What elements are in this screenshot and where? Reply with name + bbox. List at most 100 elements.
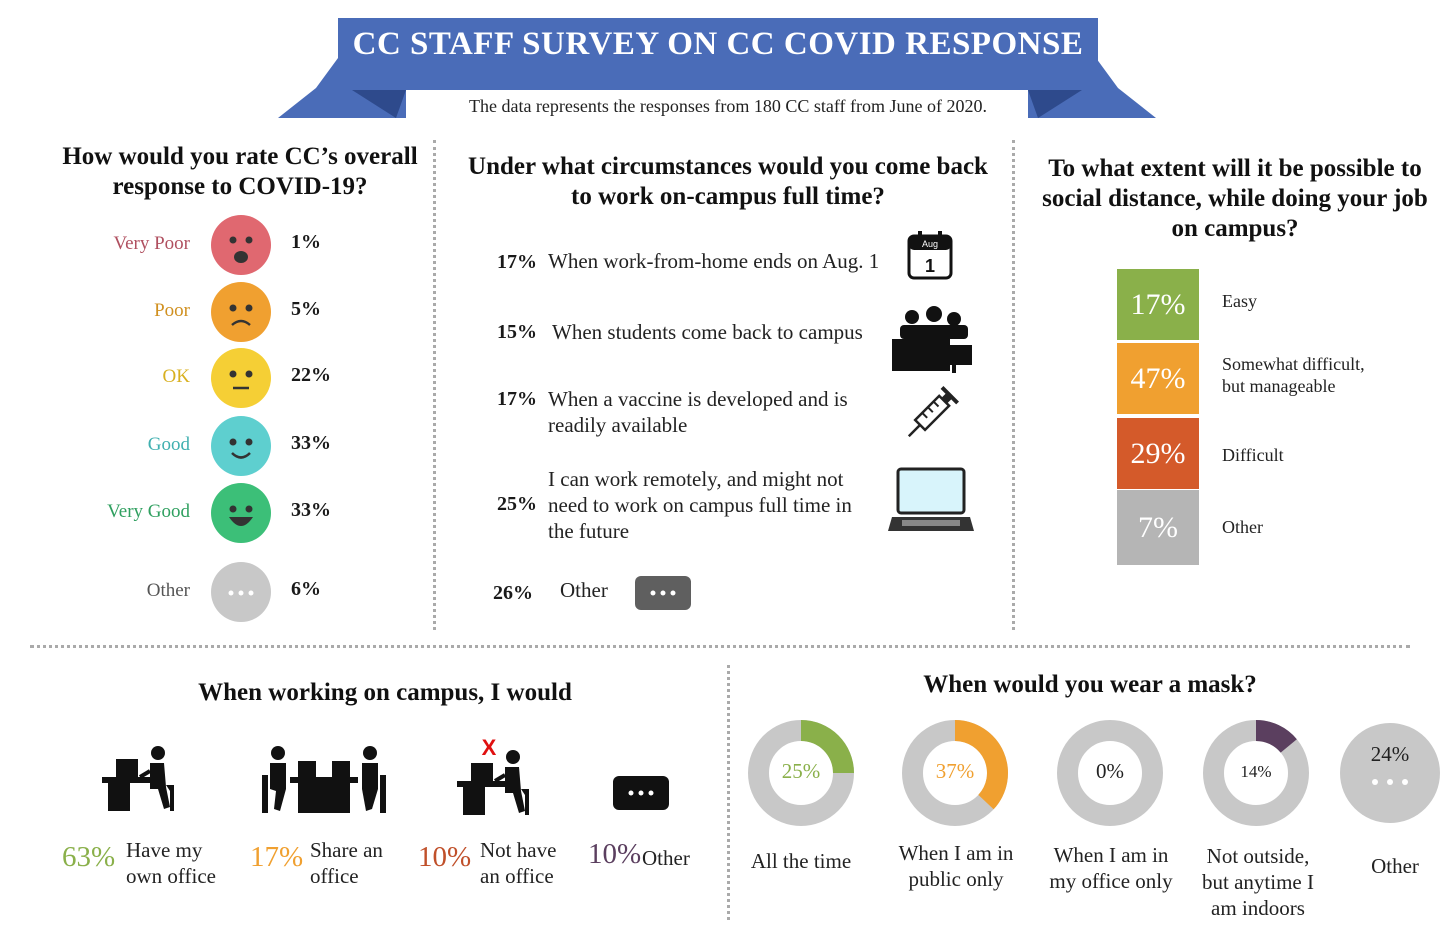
divider: [30, 645, 1410, 648]
mask-percent: 37%: [935, 759, 975, 783]
circumstance-percent: 17%: [497, 388, 537, 410]
mask-label-line: When I am in: [1053, 843, 1169, 867]
mask-label-line: am indoors: [1211, 896, 1305, 920]
divider: [433, 140, 436, 630]
office-percent: 17%: [250, 841, 304, 873]
mask-percent: 25%: [781, 759, 821, 783]
office-label: Not have an office: [480, 837, 590, 889]
mask-percent: 14%: [1240, 762, 1272, 781]
mask-question: When would you wear a mask?: [923, 671, 1257, 698]
distance-bar: 7%: [1117, 490, 1199, 565]
rating-percent: 33%: [291, 432, 331, 454]
distance-question: To what extent will it be possible to so…: [1042, 155, 1428, 242]
rating-percent: 1%: [291, 231, 321, 253]
circumstance-label: When students come back to campus: [552, 319, 892, 345]
circumstance-line: the future: [548, 519, 630, 543]
mask-label-line: my office only: [1049, 869, 1173, 893]
mask-label-line: Not outside,: [1206, 844, 1310, 868]
no-office-icon: X: [455, 735, 533, 817]
grin-face-icon: [211, 483, 273, 545]
distance-label: Somewhat difficult, but manageable: [1222, 353, 1422, 397]
circumstance-label: Other: [560, 577, 640, 603]
office-label-line: an office: [480, 864, 554, 888]
distance-bar: 29%: [1117, 418, 1199, 489]
svg-text:X: X: [482, 735, 497, 760]
rating-label: OK: [162, 366, 190, 387]
mask-percent: 0%: [1096, 759, 1124, 783]
rating-percent: 5%: [291, 298, 321, 320]
mask-other-circle: [1339, 722, 1441, 824]
shared-desk-icon: [262, 745, 386, 815]
circumstance-percent: 26%: [493, 582, 533, 604]
distance-label-line: Easy: [1222, 291, 1257, 311]
divider: [1012, 140, 1015, 630]
office-question: When working on campus, I would: [198, 679, 572, 706]
sad-face-icon: [211, 282, 273, 344]
distance-label-line: Other: [1222, 517, 1263, 537]
classroom-icon: [890, 305, 976, 373]
circumstance-line: I can work remotely, and might not: [548, 467, 844, 491]
svg-text:Aug: Aug: [922, 239, 938, 249]
mask-donut: [1196, 713, 1316, 833]
distance-label: Other: [1222, 516, 1422, 538]
circumstance-line: When students come back to campus: [552, 320, 863, 344]
page-title: CC STAFF SURVEY ON CC COVID RESPONSE: [352, 26, 1084, 62]
mask-label: When I am in public only: [866, 840, 1046, 892]
smile-face-icon: [211, 416, 273, 478]
ellipsis-icon: [634, 575, 692, 611]
divider: [727, 665, 730, 920]
mask-label-line: When I am in: [898, 841, 1014, 865]
banner-band: [338, 18, 1098, 90]
office-label-line: own office: [126, 864, 216, 888]
office-label: Have my own office: [126, 837, 236, 889]
rating-percent: 6%: [291, 578, 321, 600]
circumstance-percent: 15%: [497, 321, 537, 343]
office-label-line: office: [310, 864, 359, 888]
mask-label: When I am in my office only: [1021, 842, 1201, 894]
circumstances-question: Under what circumstances would you come …: [468, 153, 988, 210]
ellipsis-icon: [211, 562, 273, 624]
office-percent: 10%: [588, 838, 642, 870]
circumstance-label: When work-from-home ends on Aug. 1: [548, 248, 888, 274]
rating-label: Other: [146, 580, 190, 601]
circumstance-label: I can work remotely, and might not need t…: [548, 466, 888, 544]
distance-label-line: Somewhat difficult,: [1222, 354, 1365, 374]
svg-text:1: 1: [925, 256, 935, 276]
circumstance-percent: 17%: [497, 251, 537, 273]
office-label-line: Not have: [480, 838, 557, 862]
office-label-line: Other: [642, 846, 690, 870]
mask-label: All the time: [711, 848, 891, 874]
office-percent: 10%: [418, 841, 472, 873]
distance-bar: 17%: [1117, 269, 1199, 340]
rating-percent: 22%: [291, 364, 331, 386]
mask-label-line: public only: [908, 867, 1004, 891]
ellipsis-icon: [612, 775, 670, 811]
rating-percent: 33%: [291, 499, 331, 521]
distance-label: Easy: [1222, 290, 1422, 312]
syringe-icon: [900, 385, 960, 445]
office-label-line: Have my: [126, 838, 203, 862]
rating-label: Good: [147, 434, 190, 455]
distance-label-line: but manageable: [1222, 376, 1336, 396]
circumstance-line: When work-from-home ends on Aug. 1: [548, 249, 880, 273]
page-subtitle: The data represents the responses from 1…: [468, 96, 988, 116]
calendar-icon: Aug 1: [905, 230, 955, 282]
mask-label-line: but anytime I: [1202, 870, 1314, 894]
rating-label: Very Good: [107, 501, 190, 522]
distance-label: Difficult: [1222, 444, 1422, 466]
distance-bar: 47%: [1117, 343, 1199, 414]
neutral-face-icon: [211, 348, 273, 410]
mask-donut: [1050, 713, 1170, 833]
office-label: Share an office: [310, 837, 420, 889]
circumstance-line: Other: [560, 578, 608, 602]
angry-face-icon: [211, 215, 273, 277]
mask-label: Other: [1305, 853, 1456, 879]
circumstance-line: When a vaccine is developed and is: [548, 387, 848, 411]
office-label-line: Share an: [310, 838, 383, 862]
office-label: Other: [642, 845, 702, 871]
mask-donut: [895, 713, 1015, 833]
circumstance-percent: 25%: [497, 493, 537, 515]
mask-donut: [741, 713, 861, 833]
person-at-desk-icon: [100, 745, 178, 813]
